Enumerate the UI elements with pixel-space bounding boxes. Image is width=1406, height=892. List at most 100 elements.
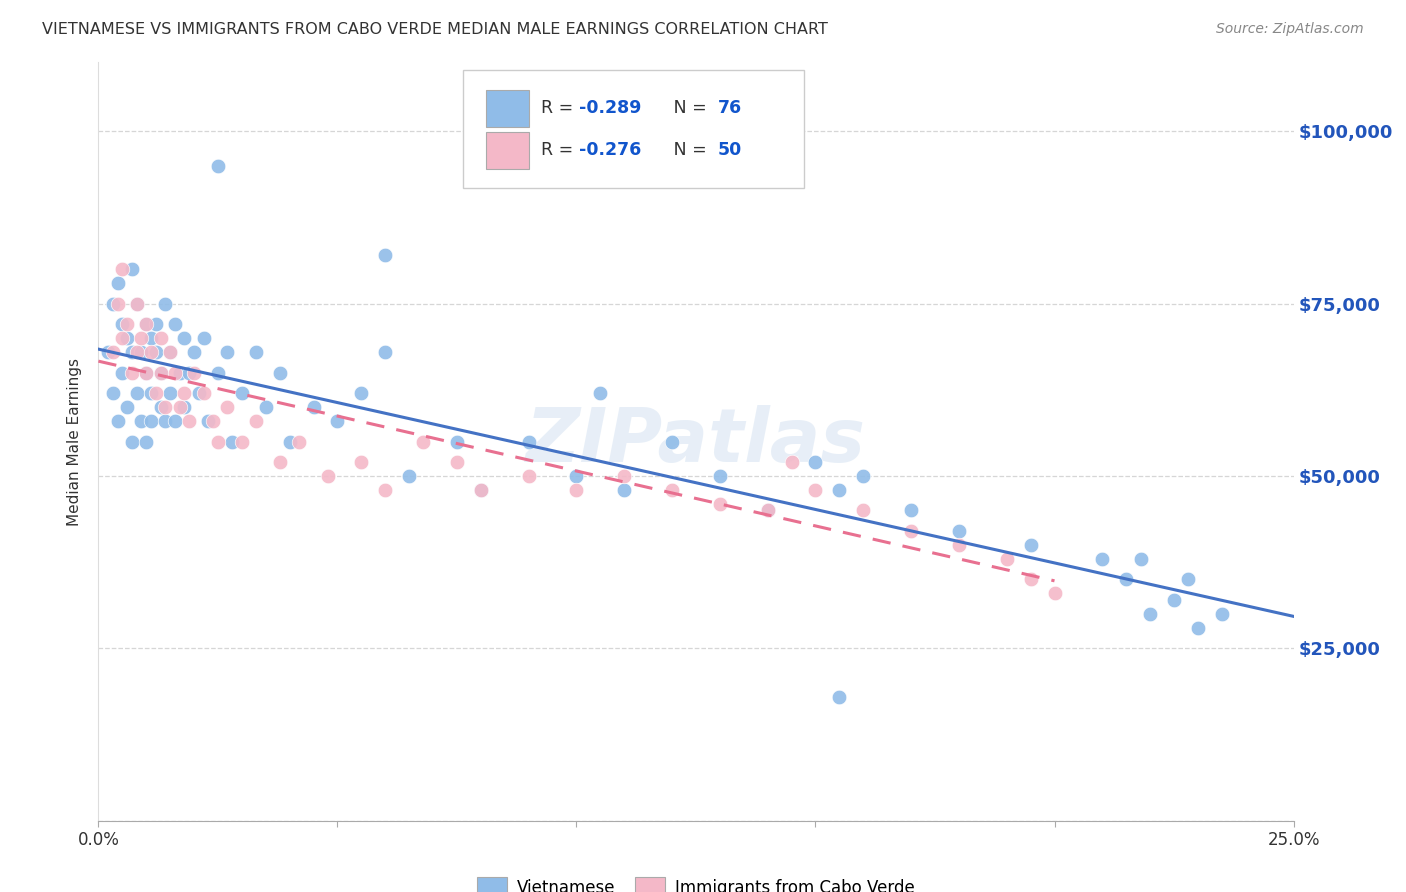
Point (1019, 573, 1042, 587)
Point (374, 483, 396, 497)
Point (221, 434, 243, 449)
Text: 50: 50 (717, 141, 742, 159)
Point (231, 434, 253, 449)
Point (163, 318, 186, 332)
FancyBboxPatch shape (485, 90, 529, 127)
Text: N =: N = (657, 141, 711, 159)
Point (565, 483, 588, 497)
Point (179, 366, 201, 380)
Point (159, 345, 181, 359)
Point (169, 400, 191, 414)
Point (135, 434, 157, 449)
Point (517, 469, 540, 483)
Point (1177, 573, 1199, 587)
Point (111, 331, 134, 345)
Point (111, 262, 134, 277)
Point (780, 455, 803, 469)
Point (852, 469, 875, 483)
Text: -0.276: -0.276 (579, 141, 641, 159)
Point (145, 345, 167, 359)
Point (661, 434, 683, 449)
Point (125, 386, 148, 401)
Point (326, 414, 349, 428)
Point (302, 400, 325, 414)
Point (183, 345, 205, 359)
Point (193, 331, 215, 345)
Text: ZIPatlas: ZIPatlas (526, 405, 866, 478)
Point (101, 296, 124, 310)
Point (269, 366, 291, 380)
Point (852, 503, 875, 517)
Point (131, 414, 153, 428)
Point (169, 366, 191, 380)
Point (197, 414, 219, 428)
Text: 76: 76 (717, 99, 741, 117)
Point (589, 386, 612, 401)
Point (613, 483, 636, 497)
Point (149, 331, 172, 345)
Point (350, 455, 373, 469)
Point (125, 296, 148, 310)
Point (183, 366, 205, 380)
Point (207, 434, 229, 449)
Legend: Vietnamese, Immigrants from Cabo Verde: Vietnamese, Immigrants from Cabo Verde (470, 871, 922, 892)
Point (350, 386, 373, 401)
Point (139, 345, 162, 359)
Point (217, 400, 239, 414)
Text: VIETNAMESE VS IMMIGRANTS FROM CABO VERDE MEDIAN MALE EARNINGS CORRELATION CHART: VIETNAMESE VS IMMIGRANTS FROM CABO VERDE… (42, 22, 828, 37)
Point (231, 386, 253, 401)
Point (111, 318, 134, 332)
Point (163, 366, 186, 380)
Point (97, 345, 120, 359)
Point (121, 262, 143, 277)
Point (661, 483, 683, 497)
Point (135, 366, 157, 380)
Point (145, 386, 167, 401)
Point (278, 434, 301, 449)
Point (107, 276, 129, 290)
Point (107, 296, 129, 310)
Point (804, 455, 827, 469)
Text: Source: ZipAtlas.com: Source: ZipAtlas.com (1216, 22, 1364, 37)
Point (207, 159, 229, 173)
Point (193, 386, 215, 401)
Point (756, 503, 779, 517)
Point (187, 386, 209, 401)
Point (115, 318, 138, 332)
Point (115, 400, 138, 414)
Point (1139, 607, 1161, 621)
Point (135, 318, 157, 332)
Point (948, 538, 970, 552)
Point (149, 400, 172, 414)
FancyBboxPatch shape (463, 70, 804, 187)
Point (135, 366, 157, 380)
Point (121, 434, 143, 449)
Point (173, 400, 195, 414)
Point (288, 434, 311, 449)
Point (163, 414, 186, 428)
Point (125, 296, 148, 310)
Point (470, 483, 492, 497)
Point (565, 469, 588, 483)
Point (1129, 551, 1152, 566)
Point (709, 497, 731, 511)
Point (202, 414, 225, 428)
Point (121, 366, 143, 380)
Point (1163, 593, 1185, 607)
Point (517, 434, 540, 449)
Point (613, 469, 636, 483)
Point (804, 483, 827, 497)
Point (948, 524, 970, 538)
Point (245, 414, 267, 428)
Point (470, 483, 492, 497)
Point (159, 345, 181, 359)
Point (254, 400, 277, 414)
Point (398, 469, 420, 483)
Point (155, 414, 177, 428)
Point (207, 366, 229, 380)
Point (828, 483, 851, 497)
Text: R =: R = (541, 141, 578, 159)
Text: N =: N = (657, 99, 711, 117)
Point (149, 366, 172, 380)
Text: R =: R = (541, 99, 578, 117)
